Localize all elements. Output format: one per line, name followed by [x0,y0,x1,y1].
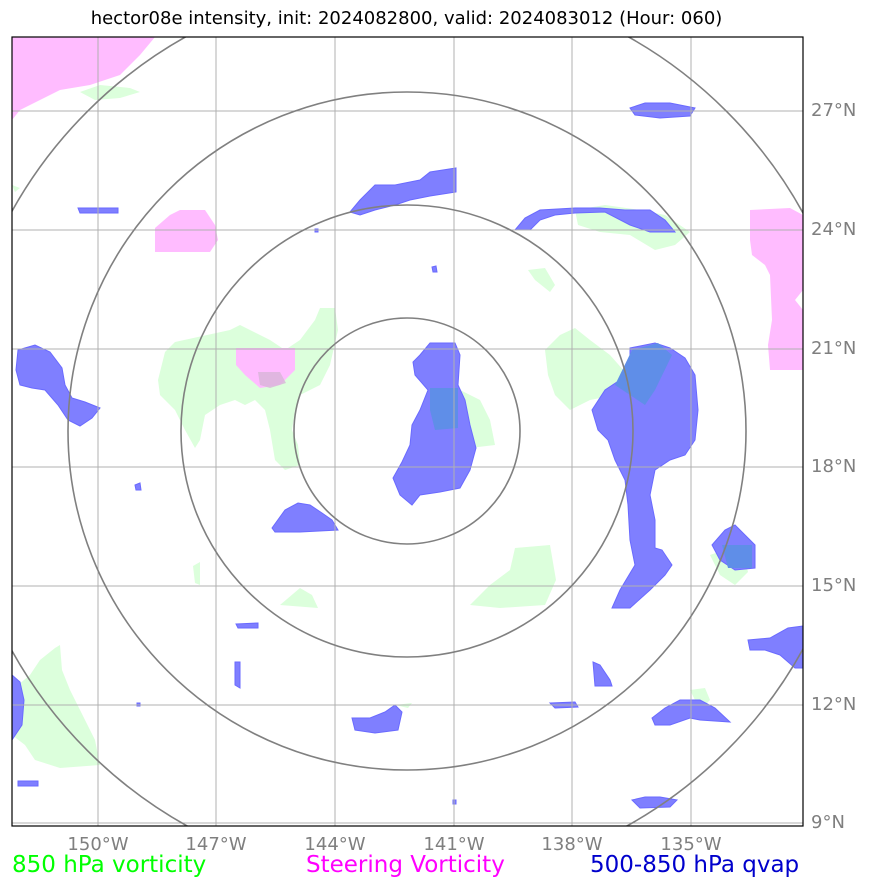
steering-vorticity-fields [12,37,803,388]
lat-label-27n: 27°N [811,100,856,121]
lat-label-15n: 15°N [811,575,856,596]
lon-label-144w: 144°W [304,834,365,855]
latitude-labels: 27°N 24°N 21°N 18°N 15°N 12°N 9°N [811,100,856,833]
lat-label-9n: 9°N [811,812,845,833]
plot-frame [11,36,804,827]
qvap-fields [12,102,803,809]
lat-label-21n: 21°N [811,338,856,359]
graticule [12,37,803,826]
lon-label-150w: 150°W [67,834,128,855]
legend-850-hpa-vorticity: 850 hPa vorticity [12,852,207,878]
lat-label-18n: 18°N [811,456,856,477]
lon-label-138w: 138°W [541,834,602,855]
lat-label-24n: 24°N [811,219,856,240]
lon-label-147w: 147°W [185,834,246,855]
longitude-labels: 150°W 147°W 144°W 141°W 138°W 135°W [67,834,721,855]
range-rings [12,37,803,826]
lon-label-141w: 141°W [423,834,484,855]
map-title: hector08e intensity, init: 2024082800, v… [90,8,723,29]
lon-label-135w: 135°W [660,834,721,855]
legend-steering-vorticity: Steering Vorticity [306,852,505,878]
plot-area [12,37,803,826]
legend-qvap: 500-850 hPa qvap [590,852,800,878]
lat-label-12n: 12°N [811,694,856,715]
